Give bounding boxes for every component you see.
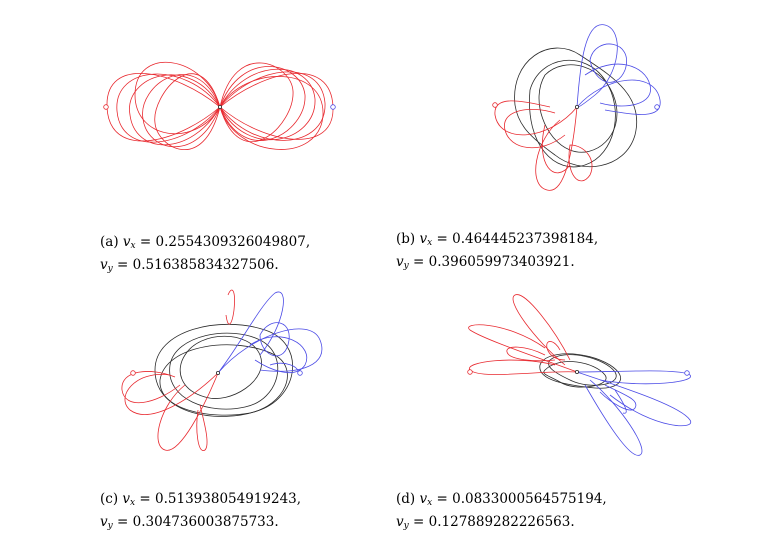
orbit-plot-d xyxy=(467,294,692,456)
red-orbit-path xyxy=(134,61,324,150)
blue-orbit-path xyxy=(217,291,284,374)
black-orbit-path xyxy=(154,323,293,417)
blue-orbit-path xyxy=(614,389,627,414)
red-orbit-path xyxy=(512,294,571,366)
red-orbit-path xyxy=(546,341,566,361)
red-start-marker xyxy=(103,104,109,110)
caption-d-label: (d) xyxy=(396,491,416,507)
black-orbit-path xyxy=(548,354,617,386)
blue-orbit-path xyxy=(576,371,692,427)
black-orbit-path xyxy=(539,353,621,389)
caption-c-vx: 0.513938054919243, xyxy=(155,491,302,507)
red-orbit-path xyxy=(468,324,578,373)
center-marker xyxy=(575,105,580,110)
center-marker xyxy=(216,371,221,376)
black-orbit-path xyxy=(538,64,618,153)
caption-b-label: (b) xyxy=(396,231,416,247)
red-orbit-path xyxy=(124,372,219,415)
caption-c-label: (c) xyxy=(100,491,119,507)
center-marker xyxy=(575,370,580,375)
red-orbit-path xyxy=(225,289,235,325)
blue-orbit-path xyxy=(584,379,643,456)
caption-c-vy: 0.304736003875733. xyxy=(132,514,279,530)
caption-d-vx: 0.0833000564575194, xyxy=(452,491,607,507)
blue-orbit-path xyxy=(259,322,290,357)
blue-orbit-path xyxy=(576,370,691,385)
black-orbit-path xyxy=(159,344,288,416)
red-orbit-path xyxy=(157,372,219,451)
caption-d: (d) vx = 0.0833000564575194, vy = 0.1278… xyxy=(396,491,607,531)
red-orbit-path xyxy=(568,144,593,182)
orbit-plot-b xyxy=(492,24,661,191)
red-orbit-path xyxy=(154,62,294,151)
black-orbit-path xyxy=(543,361,607,388)
caption-a-vx: 0.2554309326049807, xyxy=(155,234,311,250)
center-marker xyxy=(218,105,223,110)
black-orbit-path xyxy=(169,332,278,410)
caption-b-vx: 0.464445237398184, xyxy=(452,231,599,247)
caption-b: (b) vx = 0.464445237398184, vy = 0.39605… xyxy=(396,231,599,271)
blue-orbit-path xyxy=(249,336,308,374)
orbit-plot-c xyxy=(121,289,323,451)
red-orbit-path xyxy=(535,106,578,191)
red-orbit-path xyxy=(196,404,208,451)
caption-a-vy: 0.516385834327506. xyxy=(132,257,279,273)
panel-c: (c) vx = 0.513938054919243, vy = 0.30473… xyxy=(100,285,330,531)
red-orbit-path xyxy=(504,109,566,149)
panel-d: (d) vx = 0.0833000564575194, vy = 0.1278… xyxy=(396,290,695,531)
orbit-plot-a xyxy=(103,61,336,151)
blue-orbit-path xyxy=(589,43,627,83)
caption-a-label: (a) xyxy=(100,234,119,250)
red-orbit-path xyxy=(116,71,326,143)
red-start-marker xyxy=(467,369,473,375)
red-orbit-path xyxy=(494,100,578,136)
caption-a: (a) vx = 0.2554309326049807, vy = 0.5163… xyxy=(100,234,311,274)
red-start-marker xyxy=(492,102,498,108)
panel-b: (b) vx = 0.464445237398184, vy = 0.39605… xyxy=(396,15,670,271)
caption-c: (c) vx = 0.513938054919243, vy = 0.30473… xyxy=(100,491,302,531)
blue-orbit-path xyxy=(584,63,651,107)
red-start-marker xyxy=(130,370,136,376)
blue-start-marker xyxy=(654,104,660,110)
black-orbit-path xyxy=(179,336,262,399)
panel-a: (a) vx = 0.2554309326049807, vy = 0.5163… xyxy=(95,15,350,274)
blue-start-marker xyxy=(297,370,303,376)
blue-start-marker xyxy=(684,370,690,376)
caption-d-vy: 0.127889282226563. xyxy=(428,514,575,530)
caption-b-vy: 0.396059973403921. xyxy=(428,254,575,270)
blue-orbit-path xyxy=(576,24,618,108)
blue-start-marker xyxy=(330,104,336,110)
red-orbit-path xyxy=(541,124,571,174)
red-orbit-path xyxy=(121,371,181,404)
blue-orbit-path xyxy=(576,79,661,115)
red-orbit-path xyxy=(506,346,556,362)
blue-orbit-path xyxy=(217,328,323,374)
red-orbit-path xyxy=(142,66,306,148)
blue-orbit-path xyxy=(599,384,637,411)
